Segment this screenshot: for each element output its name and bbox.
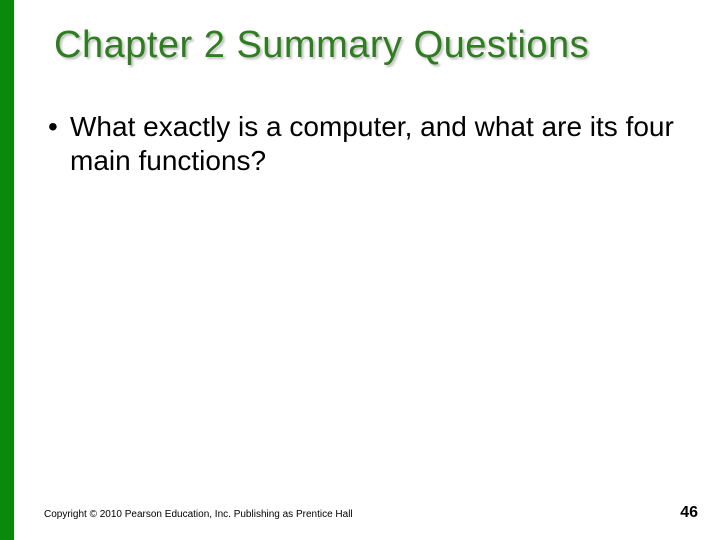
copyright-text: Copyright © 2010 Pearson Education, Inc.… [44,509,353,520]
accent-left-bar [0,0,14,540]
bullet-marker: • [42,110,70,144]
page-number: 46 [680,504,698,522]
bullet-item: • What exactly is a computer, and what a… [42,110,702,178]
slide-content: Chapter 2 Summary Questions • What exact… [14,0,720,540]
slide-title: Chapter 2 Summary Questions [54,24,589,67]
bullet-text: What exactly is a computer, and what are… [70,110,702,178]
body-text-area: • What exactly is a computer, and what a… [42,110,702,178]
